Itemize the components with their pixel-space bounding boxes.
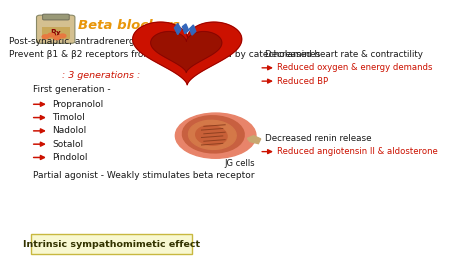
Text: Decreased heart rate & contractility: Decreased heart rate & contractility [265, 50, 423, 59]
Ellipse shape [196, 126, 227, 145]
Text: Intrinsic sympathomimetic effect: Intrinsic sympathomimetic effect [23, 240, 200, 248]
Text: Nadolol: Nadolol [52, 126, 86, 135]
Text: Post-synaptic, antradrenergic medications: Post-synaptic, antradrenergic medication… [9, 37, 201, 46]
Text: Reduced oxygen & energy demands: Reduced oxygen & energy demands [277, 63, 433, 72]
Text: First generation -: First generation - [33, 85, 111, 94]
Ellipse shape [182, 116, 244, 153]
Polygon shape [151, 32, 222, 72]
FancyBboxPatch shape [42, 27, 70, 39]
Polygon shape [190, 25, 196, 35]
FancyBboxPatch shape [31, 234, 192, 254]
Circle shape [175, 113, 256, 158]
Circle shape [54, 36, 60, 40]
Ellipse shape [189, 120, 236, 149]
Polygon shape [133, 22, 242, 85]
Circle shape [42, 35, 49, 39]
Text: Propranolol: Propranolol [52, 100, 103, 109]
Text: : 3 generations :: : 3 generations : [62, 71, 140, 80]
Text: Reduced angiotensin II & aldosterone: Reduced angiotensin II & aldosterone [277, 147, 438, 156]
Polygon shape [174, 23, 181, 35]
Text: JG cells: JG cells [224, 159, 255, 168]
Circle shape [48, 33, 55, 37]
Text: Partial agonist - Weakly stimulates beta receptor: Partial agonist - Weakly stimulates beta… [33, 171, 255, 180]
Text: Prevent β1 & β2 receptors from being stimulated by catecholamines: Prevent β1 & β2 receptors from being sti… [9, 50, 321, 59]
Text: Pindolol: Pindolol [52, 153, 88, 162]
Text: Beta blockers: Beta blockers [78, 19, 180, 32]
Polygon shape [182, 24, 189, 34]
Polygon shape [247, 136, 261, 144]
Circle shape [59, 34, 66, 38]
Text: Sotalol: Sotalol [52, 140, 83, 149]
FancyBboxPatch shape [36, 15, 75, 43]
Text: Rx: Rx [50, 29, 61, 38]
Text: Reduced BP: Reduced BP [277, 77, 328, 86]
Text: Decreased renin release: Decreased renin release [265, 134, 372, 143]
FancyBboxPatch shape [43, 14, 69, 20]
Text: Timolol: Timolol [52, 113, 85, 122]
